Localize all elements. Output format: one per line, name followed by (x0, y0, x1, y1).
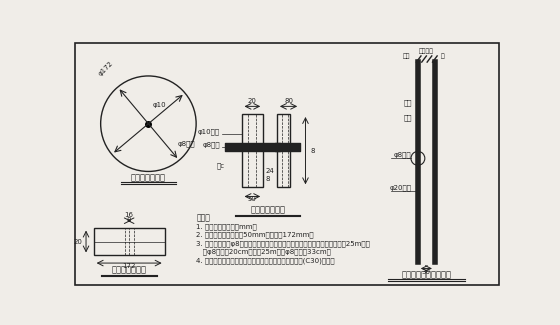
Text: 孔内顶夹断面显示意图: 孔内顶夹断面显示意图 (402, 270, 451, 279)
Text: 20: 20 (248, 98, 257, 104)
Text: 孔深: 孔深 (403, 99, 412, 106)
Text: 2. 混凝土保护层厚度为50mm，直径为172mm。: 2. 混凝土保护层厚度为50mm，直径为172mm。 (196, 232, 314, 239)
Circle shape (411, 151, 425, 165)
Text: 30: 30 (422, 269, 431, 275)
Bar (241, 114, 263, 187)
Text: φ8箍筋: φ8箍筋 (202, 142, 220, 149)
Text: 说明：: 说明： (196, 213, 210, 222)
Text: 超灌: 超灌 (403, 115, 412, 122)
Text: φ10主筋: φ10主筋 (198, 129, 220, 135)
Text: 16: 16 (125, 212, 134, 218)
Text: 50: 50 (248, 196, 257, 202)
Text: φ20主筋: φ20主筋 (390, 184, 412, 191)
Text: φ10: φ10 (152, 102, 166, 108)
Text: 8: 8 (127, 217, 132, 223)
Text: 顶顶: 顶顶 (403, 54, 410, 59)
Text: 垫c: 垫c (217, 162, 225, 169)
Text: 顶夹正显示意图: 顶夹正显示意图 (131, 173, 166, 182)
Text: φ8箍筋: φ8箍筋 (394, 152, 412, 158)
Text: 80: 80 (284, 98, 293, 104)
Bar (94, 227, 165, 255)
Text: 顶夹土显示意图: 顶夹土显示意图 (111, 265, 147, 274)
Text: 24: 24 (265, 168, 274, 175)
Text: 20: 20 (73, 239, 82, 244)
Text: 8: 8 (310, 148, 315, 154)
Text: 桩顶标高: 桩顶标高 (419, 48, 434, 54)
Text: 内φ8间距取20cm，桩设25m以下φ8长度取33cm。: 内φ8间距取20cm，桩设25m以下φ8长度取33cm。 (196, 249, 331, 255)
Bar (277, 114, 290, 187)
Text: 172: 172 (123, 263, 136, 269)
Text: 3. 当混凝土水用φ8的钉头拉钱钉筋笼外侧，面堆而连接血水的位置。小桩设25m范围: 3. 当混凝土水用φ8的钉头拉钱钉筋笼外侧，面堆而连接血水的位置。小桩设25m范… (196, 240, 370, 247)
Text: φ8钢筋: φ8钢筋 (178, 140, 195, 147)
Text: 顶: 顶 (441, 54, 445, 59)
Text: φ172: φ172 (97, 60, 115, 77)
Text: 1. 图中尺寸单位均为mm。: 1. 图中尺寸单位均为mm。 (196, 223, 257, 230)
Text: 8: 8 (265, 176, 270, 182)
Text: 顶夹侧显示意图: 顶夹侧显示意图 (250, 205, 285, 214)
Text: 4. 细筒混凝土水应采用伸性多项混凝土等级的常规流水(C30)产品。: 4. 细筒混凝土水应采用伸性多项混凝土等级的常规流水(C30)产品。 (196, 257, 335, 264)
